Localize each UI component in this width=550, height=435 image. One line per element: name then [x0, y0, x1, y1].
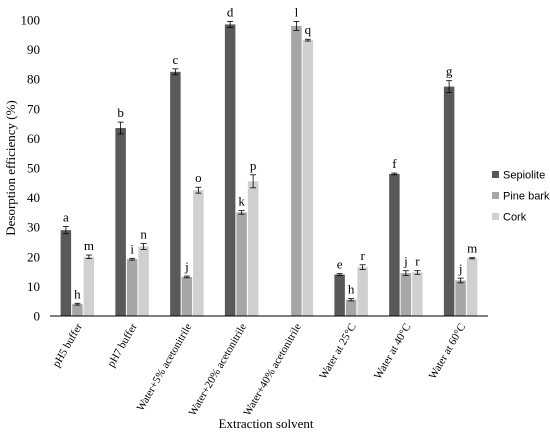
significance-label: d	[227, 4, 234, 19]
x-tick-label: Water at 60°C	[427, 322, 468, 382]
y-axis-title: Desorption efficiency (%)	[3, 100, 18, 235]
legend-swatch	[492, 213, 499, 220]
bar	[115, 128, 126, 316]
legend-swatch	[492, 171, 499, 178]
x-tick-label: Water at 40°C	[372, 322, 413, 382]
y-tick-label: 60	[27, 131, 40, 146]
bar	[72, 304, 83, 316]
significance-label: j	[403, 254, 408, 269]
significance-label: b	[117, 105, 124, 120]
bar	[345, 299, 357, 316]
y-tick-label: 20	[27, 249, 40, 264]
bar	[181, 276, 193, 316]
significance-label: c	[172, 52, 178, 67]
y-tick-label: 10	[27, 279, 40, 294]
bar	[334, 274, 345, 316]
bar	[247, 181, 259, 316]
x-tick-label: Water+20% acetonitrile	[187, 321, 250, 418]
series-sepiolite: a b c d e f g	[60, 4, 455, 316]
significance-label: i	[130, 241, 134, 256]
bar	[357, 267, 368, 316]
series-cork: m n o p q r r m	[83, 22, 478, 317]
legend-label: Sepiolite	[503, 170, 545, 182]
x-tick-label: Water at 25°C	[317, 322, 358, 382]
x-axis-title: Extraction solvent	[219, 416, 314, 431]
significance-label: p	[250, 158, 257, 173]
y-tick-label: 30	[27, 220, 40, 235]
bar	[60, 230, 72, 316]
x-tick-label: Water+5% acetonitrile	[135, 321, 195, 413]
bar	[443, 86, 455, 316]
bar	[291, 25, 302, 316]
significance-label: f	[392, 156, 397, 171]
series-pine-bark: h i j k l h j j	[72, 4, 466, 316]
bar	[138, 246, 149, 316]
significance-label: a	[63, 210, 69, 225]
significance-label: n	[140, 226, 147, 241]
legend: Sepiolite Pine bark Cork	[492, 170, 550, 224]
x-tick-label: Water+40% acetonitrile	[241, 321, 304, 418]
y-tick-label: 40	[27, 190, 40, 205]
bar	[170, 71, 181, 316]
bar	[412, 272, 423, 316]
bar	[302, 40, 314, 317]
x-tick-label: pH5 buffer	[50, 321, 85, 369]
significance-label: g	[446, 64, 453, 79]
bar	[126, 259, 138, 316]
significance-label: o	[195, 170, 202, 185]
significance-label: l	[295, 4, 299, 19]
y-tick-label: 100	[21, 13, 41, 28]
bar	[466, 258, 478, 316]
significance-label: r	[360, 248, 365, 263]
y-axis-ticks: 0 10 20 30 40 50 60 70 80 90 100	[21, 13, 41, 324]
y-tick-label: 70	[27, 101, 40, 116]
y-tick-label: 50	[27, 161, 40, 176]
bar	[83, 256, 95, 316]
significance-label: j	[184, 259, 189, 274]
legend-label: Cork	[503, 212, 527, 224]
bar	[389, 173, 400, 316]
legend-label: Pine bark	[503, 191, 550, 203]
significance-label: m	[84, 238, 94, 253]
significance-label: h	[74, 286, 81, 301]
significance-label: h	[348, 282, 355, 297]
significance-label: e	[337, 257, 343, 272]
significance-label: m	[467, 241, 477, 256]
significance-label: q	[305, 22, 312, 37]
bar	[236, 212, 247, 316]
x-tick-label: pH7 buffer	[105, 321, 140, 369]
y-tick-label: 90	[27, 42, 40, 57]
y-tick-label: 80	[27, 72, 40, 87]
significance-label: j	[458, 261, 463, 276]
bar	[400, 273, 412, 316]
significance-label: r	[415, 254, 420, 269]
bar	[455, 280, 466, 316]
bar	[224, 24, 236, 316]
legend-swatch	[492, 192, 499, 199]
bar	[193, 190, 204, 316]
y-tick-label: 0	[34, 309, 41, 324]
significance-label: k	[238, 194, 245, 209]
